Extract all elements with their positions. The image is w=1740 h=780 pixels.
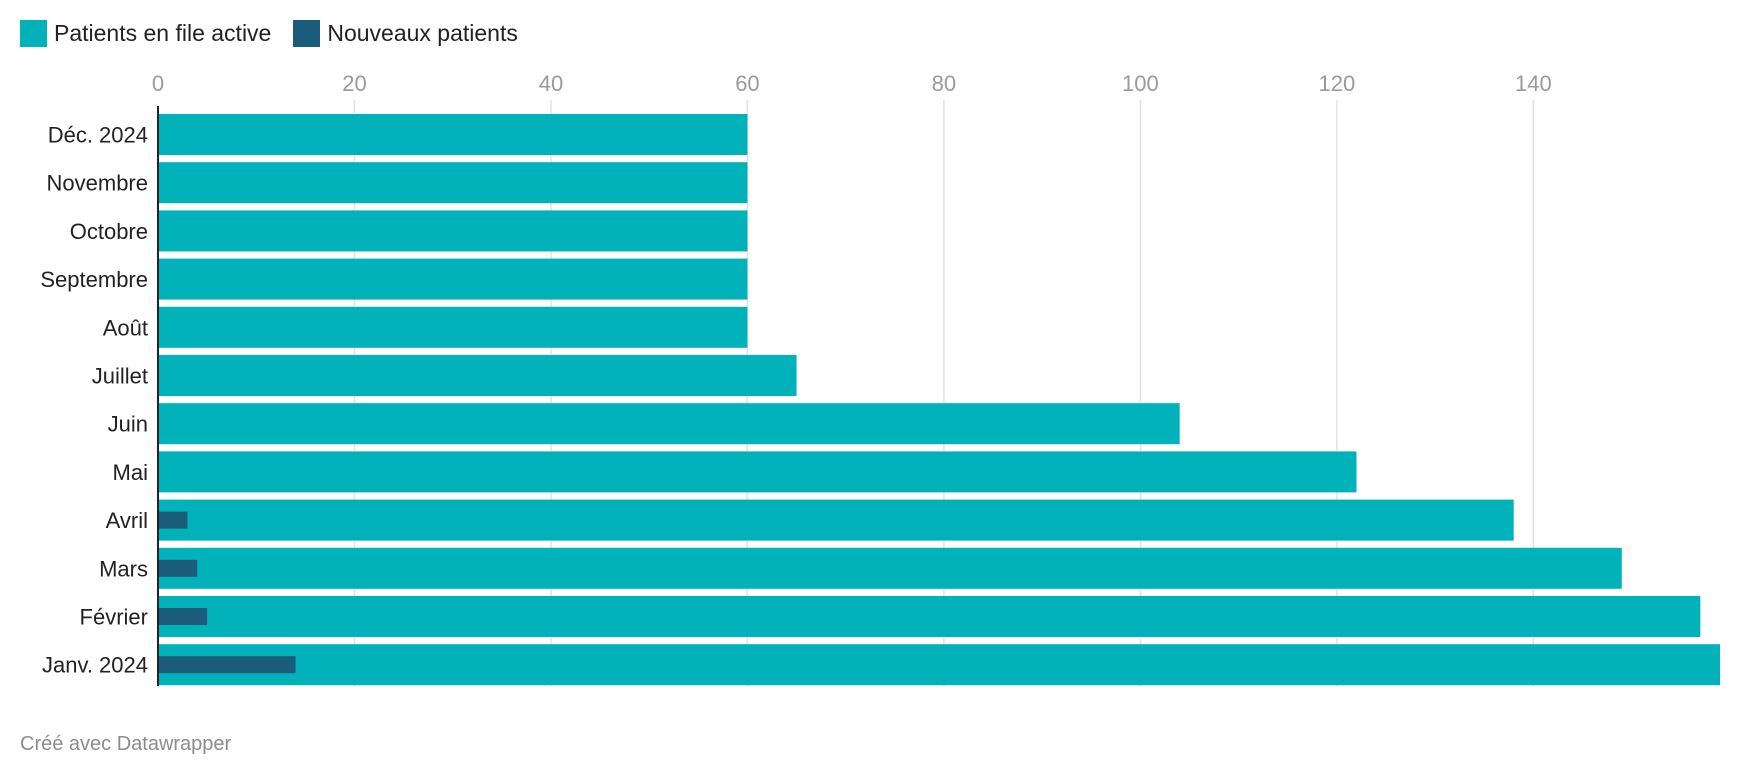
- legend-item-active-patients[interactable]: Patients en file active: [20, 20, 271, 47]
- bars: [158, 114, 1720, 686]
- footer-credit: Créé avec Datawrapper: [20, 733, 232, 755]
- category-labels: Déc. 2024 Novembre Octobre Septembre Août Jui…: [40, 123, 148, 678]
- category-label: Mars: [99, 556, 148, 581]
- category-label: Septembre: [40, 267, 148, 292]
- x-tick-label-140: 140: [1515, 71, 1552, 96]
- x-axis-ticks: 0 20 40 60 80 100 120 140: [152, 71, 1552, 96]
- legend-swatch-new-patients: [293, 20, 321, 47]
- x-tick-label-120: 120: [1319, 71, 1356, 96]
- category-label: Février: [80, 605, 148, 630]
- category-label: Janv. 2024: [42, 653, 148, 678]
- category-label: Avril: [106, 508, 148, 533]
- x-tick-label-60: 60: [735, 71, 759, 96]
- bar-active-patients[interactable]: [158, 114, 748, 155]
- bar-active-patients[interactable]: [158, 162, 748, 204]
- bar-new-patients[interactable]: [158, 608, 208, 625]
- bar-active-patients[interactable]: [158, 547, 1622, 589]
- bar-active-patients[interactable]: [158, 596, 1701, 637]
- x-tick-label-100: 100: [1122, 71, 1159, 96]
- bar-active-patients[interactable]: [158, 210, 748, 252]
- bar-active-patients[interactable]: [158, 355, 797, 396]
- legend-item-new-patients[interactable]: Nouveaux patients: [293, 20, 518, 47]
- legend-label-new-patients: Nouveaux patients: [327, 20, 518, 46]
- bar-active-patients[interactable]: [158, 258, 748, 300]
- legend-swatch-active-patients: [20, 20, 47, 47]
- legend: Patients en file active Nouveaux patient…: [20, 20, 518, 47]
- category-label: Juin: [108, 412, 148, 437]
- x-tick-label-20: 20: [342, 71, 366, 96]
- bar-active-patients[interactable]: [158, 306, 748, 348]
- category-label: Octobre: [70, 219, 148, 244]
- category-label: Mai: [113, 460, 148, 485]
- bar-chart: 0 20 40 60 80 100 120 140 Déc. 2024 Novembre Octo…: [40, 71, 1720, 686]
- bar-new-patients[interactable]: [158, 559, 198, 577]
- bar-new-patients[interactable]: [158, 656, 296, 674]
- bar-active-patients[interactable]: [158, 644, 1720, 686]
- x-tick-label-80: 80: [932, 71, 956, 96]
- bar-active-patients[interactable]: [158, 499, 1514, 541]
- bar-active-patients[interactable]: [158, 403, 1180, 445]
- x-tick-label-0: 0: [152, 71, 164, 96]
- legend-label-active-patients: Patients en file active: [54, 20, 272, 46]
- category-label: Juillet: [92, 364, 148, 389]
- category-label: Novembre: [47, 171, 148, 196]
- category-label: Août: [103, 315, 148, 340]
- bar-new-patients[interactable]: [158, 511, 188, 529]
- x-tick-label-40: 40: [539, 71, 563, 96]
- bar-active-patients[interactable]: [158, 451, 1357, 493]
- category-label: Déc. 2024: [48, 123, 148, 148]
